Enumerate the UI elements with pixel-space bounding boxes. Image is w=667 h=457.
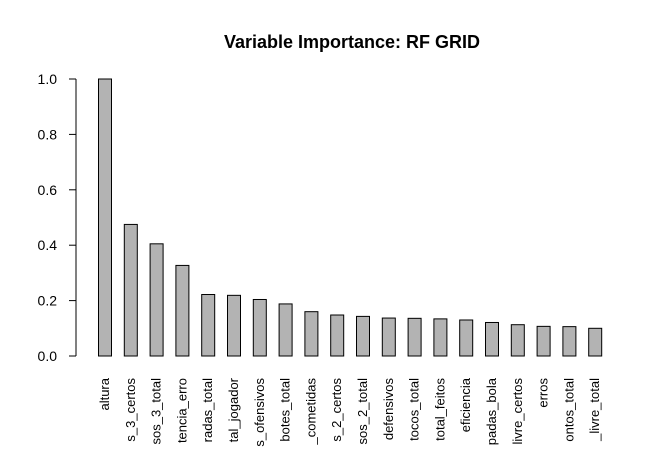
bar-padas_bola bbox=[485, 321, 499, 357]
bar-sos_2_total bbox=[356, 315, 370, 357]
x-category-label: sos_2_total bbox=[355, 378, 370, 445]
x-category-label: altura bbox=[97, 377, 112, 410]
x-axis-labels: altura s_3_certos sos_3_total tencia_erro ra… bbox=[97, 377, 602, 446]
x-category-label: tal_jogador bbox=[226, 377, 241, 442]
bar-total_feitos bbox=[433, 318, 448, 357]
x-category-label: defensivos bbox=[381, 378, 396, 441]
y-tick-label: 1.0 bbox=[38, 71, 58, 87]
x-category-label: erros bbox=[536, 378, 551, 408]
bar-tal_jogador bbox=[227, 294, 241, 357]
x-category-label: padas_bola bbox=[484, 377, 499, 445]
bar-s_2_certos bbox=[330, 314, 345, 357]
y-tick-label: 0.4 bbox=[38, 237, 58, 253]
bar-erros bbox=[536, 325, 551, 357]
x-category-label: botes_total bbox=[278, 378, 293, 442]
y-tick-label: 0.2 bbox=[38, 293, 58, 309]
bar-sos_3_total bbox=[149, 243, 164, 357]
x-category-label: _livre_total bbox=[587, 378, 602, 442]
x-category-label: tocos_total bbox=[407, 378, 422, 441]
bar-livre_certos bbox=[510, 324, 525, 357]
x-category-label: livre_certos bbox=[510, 378, 525, 445]
bar-botes_total bbox=[278, 303, 293, 357]
x-category-label: eficiencia bbox=[458, 377, 473, 432]
x-category-label: sos_3_total bbox=[149, 378, 164, 445]
x-category-label: tencia_erro bbox=[174, 378, 189, 443]
bar-radas_total bbox=[201, 294, 216, 357]
y-axis: 0.0 0.2 0.4 0.6 0.8 1.0 bbox=[38, 71, 77, 364]
chart-title: Variable Importance: RF GRID bbox=[224, 32, 480, 52]
x-category-label: radas_total bbox=[200, 378, 215, 442]
bars bbox=[98, 78, 603, 357]
x-category-label: _cometidas bbox=[303, 378, 318, 446]
y-tick-label: 0.6 bbox=[38, 182, 58, 198]
x-category-label: s_ofensivos bbox=[252, 378, 267, 447]
y-tick-label: 0.8 bbox=[38, 126, 58, 142]
bar-eficiencia bbox=[459, 319, 474, 357]
bar-ontos_total bbox=[562, 326, 577, 357]
bar-tencia_erro bbox=[175, 264, 190, 357]
bar-altura bbox=[98, 78, 112, 357]
x-category-label: ontos_total bbox=[561, 378, 576, 442]
bar-livre_total bbox=[588, 327, 603, 357]
y-tick-label: 0.0 bbox=[38, 348, 58, 364]
x-category-label: s_2_certos bbox=[329, 378, 344, 442]
x-category-label: total_feitos bbox=[432, 378, 447, 441]
bar-defensivos bbox=[381, 317, 396, 357]
bar-cometidas bbox=[304, 311, 319, 357]
bar-s_3_certos bbox=[123, 223, 138, 357]
bar-s_ofensivos bbox=[252, 298, 267, 357]
bar-tocos_total bbox=[407, 317, 422, 357]
x-category-label: s_3_certos bbox=[123, 378, 138, 442]
